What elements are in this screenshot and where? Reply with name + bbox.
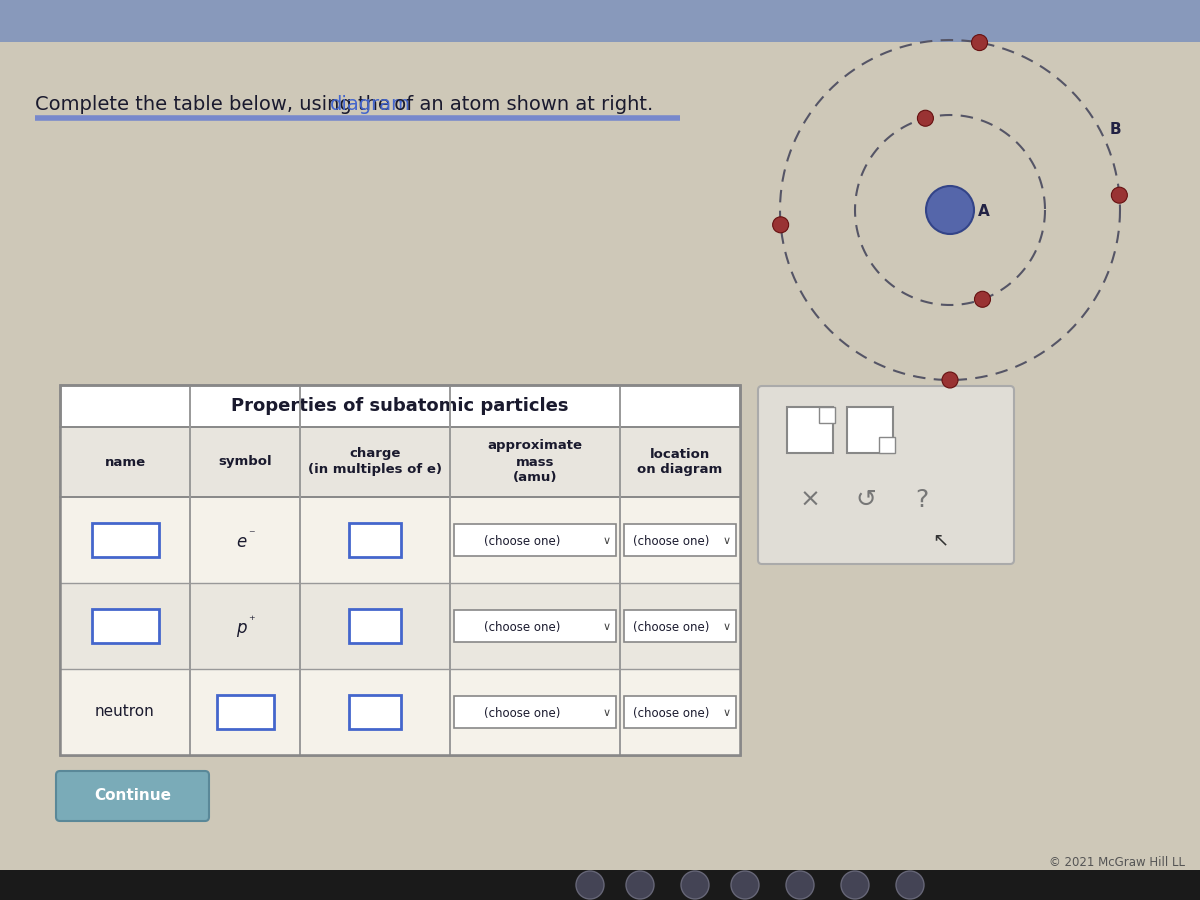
FancyBboxPatch shape	[60, 385, 740, 755]
FancyBboxPatch shape	[818, 407, 835, 423]
Circle shape	[896, 871, 924, 899]
FancyBboxPatch shape	[56, 771, 209, 821]
Text: (choose one): (choose one)	[634, 620, 709, 634]
FancyBboxPatch shape	[758, 386, 1014, 564]
FancyBboxPatch shape	[787, 407, 833, 453]
Text: ∨: ∨	[602, 708, 611, 718]
Text: Complete the table below, using the: Complete the table below, using the	[35, 95, 396, 114]
Circle shape	[974, 292, 990, 307]
Text: Properties of subatomic particles: Properties of subatomic particles	[232, 397, 569, 415]
Text: A: A	[978, 204, 990, 220]
FancyBboxPatch shape	[624, 524, 736, 556]
FancyBboxPatch shape	[91, 523, 158, 557]
Text: neutron: neutron	[95, 705, 155, 719]
Text: p: p	[235, 619, 246, 637]
Circle shape	[1111, 187, 1127, 203]
Text: ∨: ∨	[722, 708, 731, 718]
Text: ⁻: ⁻	[247, 528, 254, 542]
Text: B: B	[1109, 122, 1121, 138]
FancyBboxPatch shape	[847, 407, 893, 453]
FancyBboxPatch shape	[0, 870, 1200, 900]
Text: ∨: ∨	[602, 536, 611, 546]
Circle shape	[972, 34, 988, 50]
Text: (choose one): (choose one)	[484, 620, 560, 634]
FancyBboxPatch shape	[216, 695, 274, 729]
FancyBboxPatch shape	[624, 696, 736, 728]
Text: charge
(in multiples of e): charge (in multiples of e)	[308, 447, 442, 476]
FancyBboxPatch shape	[878, 437, 895, 453]
Circle shape	[786, 871, 814, 899]
Text: of an atom shown at right.: of an atom shown at right.	[388, 95, 653, 114]
Text: diagram: diagram	[330, 95, 412, 114]
Circle shape	[773, 217, 788, 233]
Text: ↖: ↖	[932, 530, 948, 550]
Text: location
on diagram: location on diagram	[637, 447, 722, 476]
Text: ⁺: ⁺	[247, 615, 254, 627]
FancyBboxPatch shape	[454, 696, 616, 728]
FancyBboxPatch shape	[60, 427, 740, 497]
Text: ?: ?	[916, 488, 929, 512]
Text: © 2021 McGraw Hill LL: © 2021 McGraw Hill LL	[1049, 856, 1186, 868]
FancyBboxPatch shape	[349, 523, 401, 557]
FancyBboxPatch shape	[91, 609, 158, 643]
Text: (choose one): (choose one)	[484, 706, 560, 719]
FancyBboxPatch shape	[60, 583, 740, 669]
Text: Continue: Continue	[94, 788, 172, 804]
Text: ∨: ∨	[722, 536, 731, 546]
Text: (choose one): (choose one)	[634, 535, 709, 547]
Text: symbol: symbol	[218, 455, 272, 469]
Circle shape	[918, 110, 934, 126]
Circle shape	[731, 871, 760, 899]
Text: approximate
mass
(amu): approximate mass (amu)	[487, 439, 582, 484]
Text: name: name	[104, 455, 145, 469]
Text: e: e	[236, 533, 246, 551]
Circle shape	[926, 186, 974, 234]
Text: ∨: ∨	[602, 622, 611, 632]
Text: ↺: ↺	[856, 488, 876, 512]
FancyBboxPatch shape	[624, 610, 736, 642]
Text: (choose one): (choose one)	[484, 535, 560, 547]
Circle shape	[682, 871, 709, 899]
FancyBboxPatch shape	[349, 609, 401, 643]
Text: ∨: ∨	[722, 622, 731, 632]
FancyBboxPatch shape	[454, 610, 616, 642]
Circle shape	[841, 871, 869, 899]
FancyBboxPatch shape	[60, 669, 740, 755]
FancyBboxPatch shape	[0, 42, 1200, 900]
Text: ×: ×	[799, 488, 821, 512]
FancyBboxPatch shape	[60, 497, 740, 583]
Text: (choose one): (choose one)	[634, 706, 709, 719]
Circle shape	[626, 871, 654, 899]
Circle shape	[942, 372, 958, 388]
Circle shape	[576, 871, 604, 899]
FancyBboxPatch shape	[0, 0, 1200, 42]
FancyBboxPatch shape	[454, 524, 616, 556]
FancyBboxPatch shape	[349, 695, 401, 729]
